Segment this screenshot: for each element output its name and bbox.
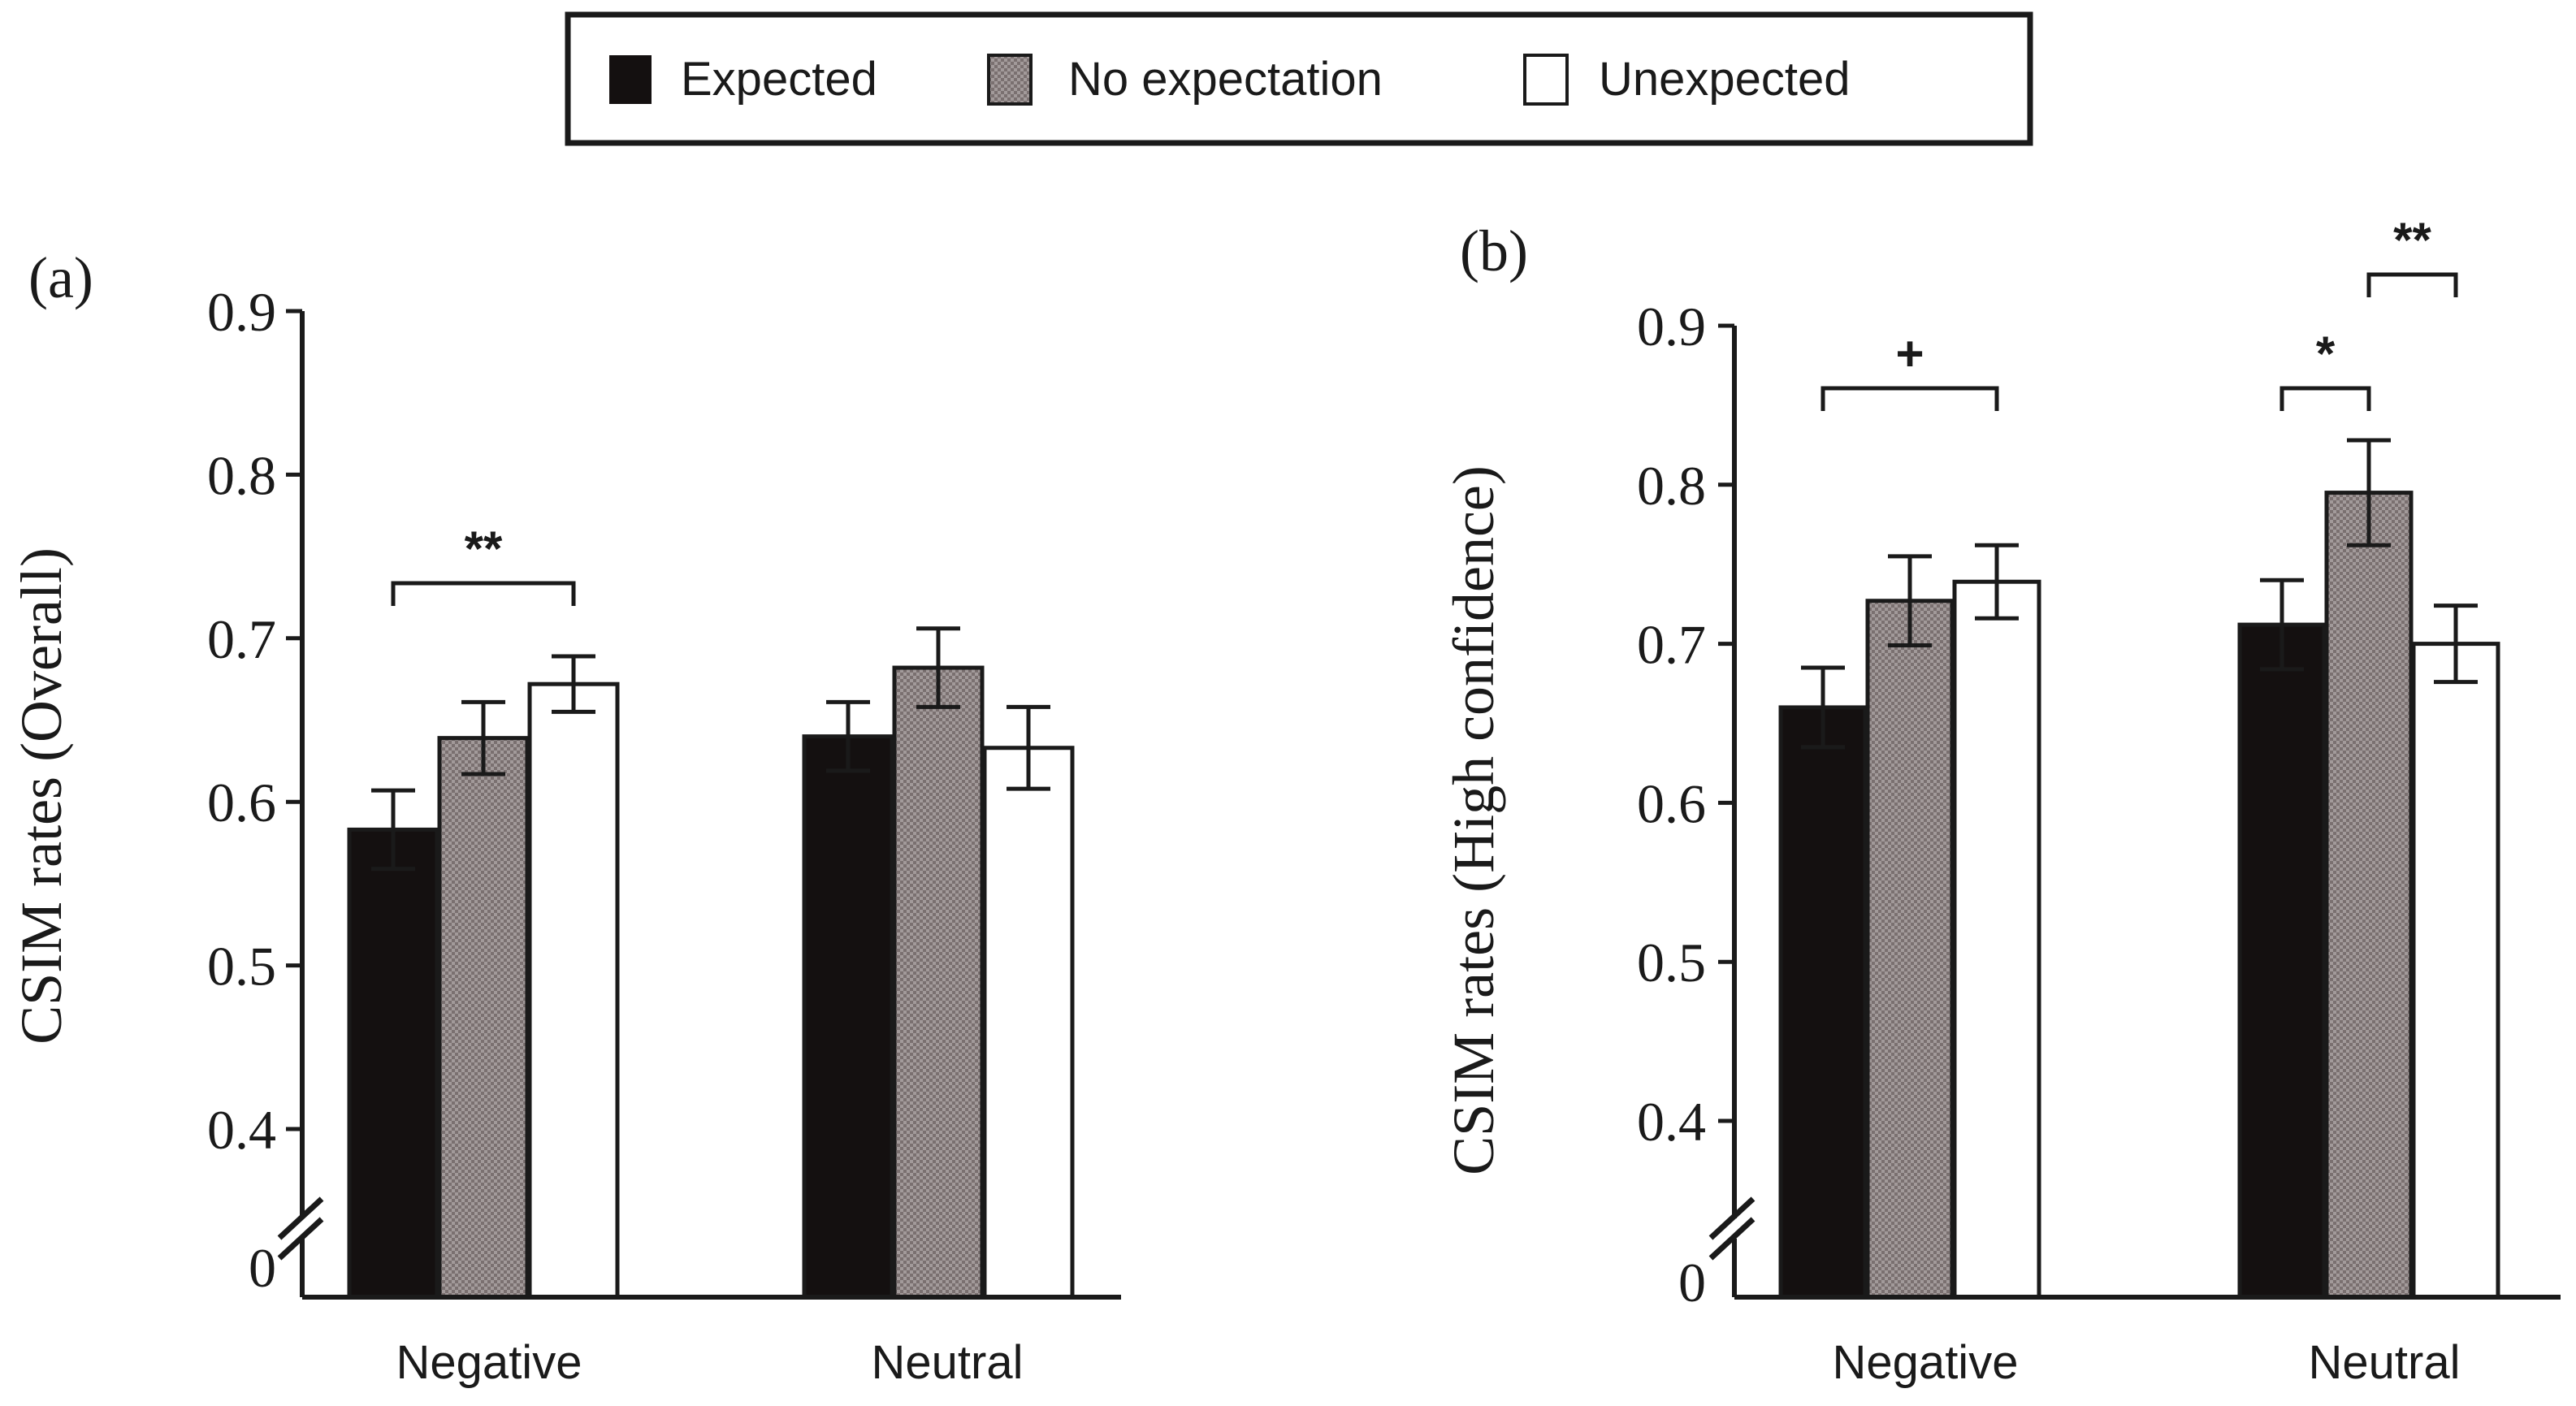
x-label-neutral-b: Neutral: [2309, 1336, 2461, 1389]
error-bar-b-negative-no-expectation: [1888, 554, 1932, 648]
bar-b-neutral-no-expectation: [2324, 491, 2414, 1300]
legend-swatch-no-expectation: [987, 54, 1033, 106]
bar-b-negative-expected: [1778, 705, 1868, 1300]
error-bar-a-negative-expected: [371, 788, 415, 872]
y-tick-label-a-0: 0: [249, 1237, 276, 1299]
y-tick-label-b-2: 0.5: [1637, 932, 1706, 993]
y-tick-label-b-1: 0.4: [1637, 1091, 1706, 1153]
bracket-line: [391, 581, 576, 606]
y-tick-label-b-4: 0.7: [1637, 614, 1706, 676]
y-tick-label-a-4: 0.7: [207, 608, 276, 670]
significance-label: *: [2316, 327, 2336, 381]
x-label-negative-b: Negative: [1833, 1336, 2019, 1389]
significance-label: +: [1895, 327, 1924, 381]
error-bar-a-neutral-expected: [826, 699, 870, 773]
y-tick-label-b-5: 0.8: [1637, 455, 1706, 517]
legend-label-expected: Expected: [681, 53, 877, 106]
bracket-line: [1821, 386, 1999, 411]
significance-bracket-b-0: +: [1821, 327, 1999, 411]
x-label-neutral-a: Neutral: [872, 1336, 1024, 1389]
significance-a: **: [391, 521, 576, 606]
significance-b: + ***: [1821, 213, 2458, 411]
y-tick-label-a-5: 0.8: [207, 444, 276, 506]
legend-swatch-expected: [609, 55, 652, 104]
y-tick-label-b-3: 0.6: [1637, 772, 1706, 834]
bar-b-neutral-unexpected: [2411, 642, 2500, 1300]
bar-a-negative-expected: [347, 827, 439, 1300]
bar-b-neutral-expected: [2237, 622, 2327, 1300]
y-tick-label-a-2: 0.5: [207, 936, 276, 997]
bracket-line: [2279, 386, 2371, 411]
panel-a: (a) CSIM rates (Overall) 0 0.4 0.5 0.6 0.7 0.…: [9, 245, 1121, 1389]
y-axis-title-b: CSIM rates (High confidence): [1441, 465, 1506, 1175]
error-bar-b-negative-expected: [1801, 665, 1845, 750]
legend-swatch-unexpected: [1523, 54, 1569, 106]
bar-a-neutral-expected: [802, 734, 894, 1300]
y-tick-label-b-0: 0: [1678, 1252, 1706, 1313]
x-label-negative-a: Negative: [396, 1336, 582, 1389]
error-bar-b-neutral-expected: [2260, 578, 2304, 672]
bar-a-neutral-no-expectation: [892, 665, 985, 1300]
legend: Expected No expectation Unexpected: [565, 11, 2033, 146]
error-bar-a-neutral-unexpected: [1007, 704, 1050, 791]
axis-break-a: [277, 1196, 324, 1261]
significance-label: **: [2393, 213, 2431, 267]
panel-label-b: (b): [1460, 218, 1528, 283]
bar-a-negative-no-expectation: [437, 736, 530, 1300]
bar-b-negative-unexpected: [1952, 579, 2041, 1300]
error-bar-a-neutral-no-expectation: [916, 626, 960, 709]
bar-b-negative-no-expectation: [1865, 599, 1955, 1300]
axis-break-b: [1708, 1196, 1756, 1261]
legend-label-unexpected: Unexpected: [1599, 53, 1851, 106]
y-tick-label-a-1: 0.4: [207, 1099, 276, 1161]
error-bar-b-neutral-unexpected: [2434, 603, 2478, 685]
y-ticks-b: 0 0.4 0.5 0.6 0.7 0.8 0.9: [1637, 296, 1734, 1313]
legend-frame: [565, 11, 2033, 146]
significance-bracket-b-2: **: [2366, 213, 2458, 297]
bars-a: [347, 626, 1075, 1300]
error-bar-b-neutral-no-expectation: [2347, 438, 2391, 547]
bracket-line: [2366, 272, 2458, 297]
y-tick-label-a-6: 0.9: [207, 281, 276, 343]
error-bar-b-negative-unexpected: [1975, 543, 2019, 621]
legend-label-no-expectation: No expectation: [1068, 53, 1383, 106]
error-bar-a-negative-no-expectation: [461, 699, 505, 777]
y-ticks-a: 0 0.4 0.5 0.6 0.7 0.8 0.9: [207, 281, 302, 1299]
bar-a-negative-unexpected: [527, 681, 620, 1300]
panel-label-a: (a): [28, 245, 93, 310]
y-axis-title-a: CSIM rates (Overall): [9, 547, 74, 1045]
bar-a-neutral-unexpected: [982, 746, 1075, 1300]
y-tick-label-b-6: 0.9: [1637, 296, 1706, 357]
significance-bracket-a-0: **: [391, 521, 576, 606]
error-bar-a-negative-unexpected: [552, 654, 595, 714]
y-tick-label-a-3: 0.6: [207, 772, 276, 833]
significance-label: **: [465, 521, 503, 576]
panel-b: (b) CSIM rates (High confidence) 0 0.4 0.5…: [1441, 213, 2561, 1389]
significance-bracket-b-1: *: [2279, 327, 2371, 411]
bars-b: [1778, 438, 2500, 1300]
